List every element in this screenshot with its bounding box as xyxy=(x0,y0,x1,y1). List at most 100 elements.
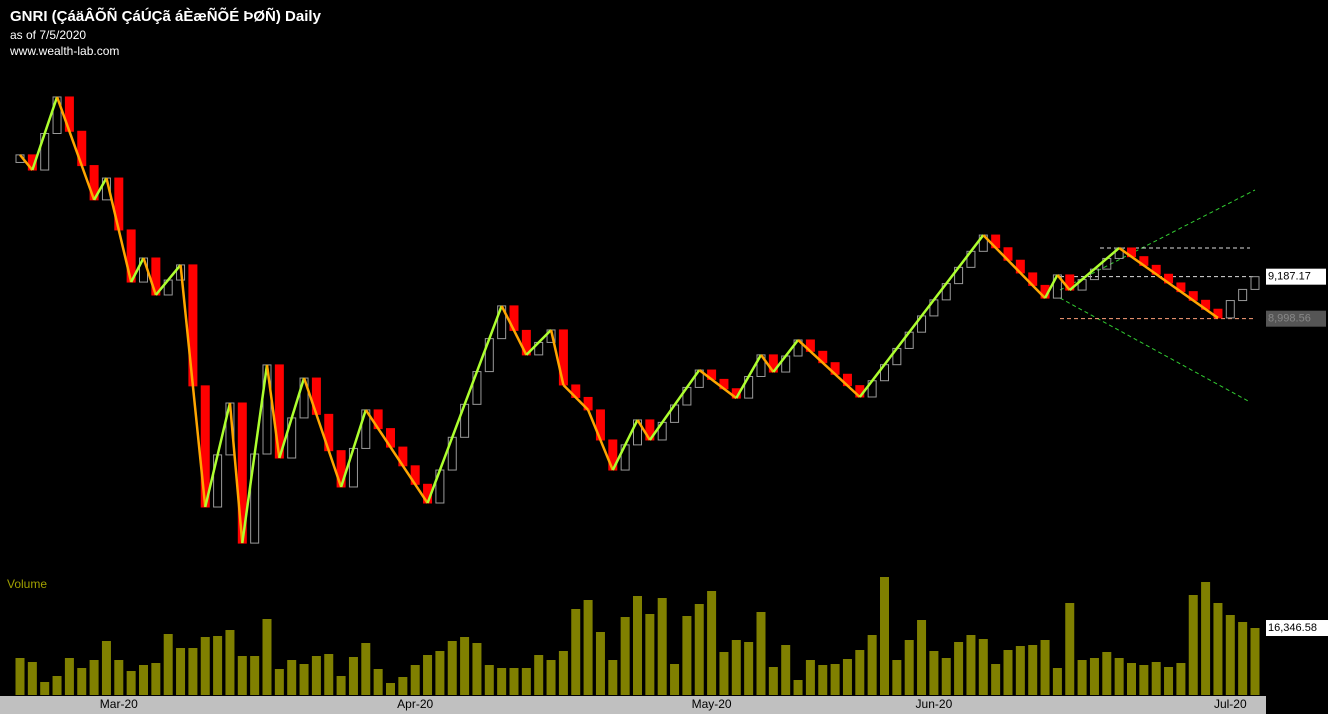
zigzag-segment xyxy=(302,377,343,488)
zigzag-segment xyxy=(735,354,763,399)
volume-bar xyxy=(694,604,704,695)
zigzag-segment xyxy=(797,339,861,398)
volume-bar xyxy=(867,635,877,695)
volume-bar xyxy=(225,630,235,695)
zigzag-segment xyxy=(562,384,589,411)
volume-bar xyxy=(719,652,729,695)
x-axis-strip xyxy=(0,696,1266,714)
volume-bar xyxy=(1238,622,1248,695)
zigzag-segment xyxy=(19,154,34,171)
zigzag-segment xyxy=(204,402,232,508)
volume-bar xyxy=(114,660,124,695)
volume-bar xyxy=(200,637,210,695)
volume-bar xyxy=(744,642,754,695)
candle xyxy=(1238,288,1248,302)
volume-bar xyxy=(892,660,902,695)
volume-bar xyxy=(941,658,951,695)
volume-bar xyxy=(188,648,198,695)
volume-bar xyxy=(1127,663,1136,695)
volume-bar xyxy=(311,656,321,695)
zigzag-segment xyxy=(93,177,108,201)
volume-bar xyxy=(781,645,791,695)
zigzag-segment xyxy=(31,96,59,171)
zigzag-segment xyxy=(982,234,1046,299)
volume-bar xyxy=(139,665,148,695)
volume-bar xyxy=(472,643,482,695)
volume-bar xyxy=(991,664,1001,695)
zigzag-segment xyxy=(636,419,651,441)
zigzag-segment xyxy=(549,329,565,386)
volume-bar xyxy=(373,669,383,695)
zigzag-segment xyxy=(228,402,244,544)
volume-bar xyxy=(176,648,186,695)
zigzag-segment xyxy=(858,234,985,398)
volume-bar xyxy=(1188,595,1198,695)
zigzag-segment xyxy=(1043,274,1059,299)
volume-bar xyxy=(27,662,37,695)
volume-bar xyxy=(904,640,914,695)
volume-bar xyxy=(917,620,927,695)
zigzag-segment xyxy=(1056,274,1071,291)
volume-bar xyxy=(1065,603,1075,695)
volume-bar xyxy=(1015,646,1025,695)
x-tick-label: Jul-20 xyxy=(1214,697,1247,711)
volume-bar xyxy=(484,665,494,695)
volume-bar xyxy=(534,655,544,695)
volume-bar xyxy=(1164,667,1174,695)
volume-bar xyxy=(348,657,358,695)
zigzag-segment xyxy=(525,329,552,356)
zigzag-segment xyxy=(772,339,800,373)
volume-bar xyxy=(546,660,556,695)
trend-line xyxy=(1059,189,1256,291)
source: www.wealth-lab.com xyxy=(9,44,119,58)
zigzag-segment xyxy=(611,419,639,471)
volume-bar xyxy=(151,663,161,695)
volume-bar xyxy=(793,680,803,695)
volume-bar xyxy=(521,668,531,695)
candle xyxy=(1225,300,1235,319)
zigzag-segment xyxy=(500,305,528,356)
volume-bar xyxy=(52,676,62,695)
volume-bar xyxy=(1201,582,1211,695)
volume-bar xyxy=(1102,652,1112,695)
price-label-box xyxy=(1266,268,1326,285)
volume-bar xyxy=(89,660,99,695)
price-label: 8,998.56 xyxy=(1268,313,1311,325)
volume-bar xyxy=(435,651,445,695)
volume-bar xyxy=(1139,665,1149,695)
volume-bar xyxy=(1250,628,1260,695)
volume-bar xyxy=(830,664,840,695)
volume-bar xyxy=(262,619,272,695)
volume-bar xyxy=(1003,650,1013,695)
volume-bar xyxy=(40,682,50,695)
volume-bar xyxy=(1225,615,1235,695)
volume-bar xyxy=(583,600,593,695)
price-label: 9,187.17 xyxy=(1268,271,1311,283)
volume-bar xyxy=(756,612,766,695)
zigzag-segment xyxy=(648,369,701,441)
volume-bar xyxy=(768,667,778,695)
volume-bar xyxy=(15,658,25,695)
volume-bar xyxy=(163,634,173,695)
volume-bar xyxy=(361,643,371,695)
zigzag-segment xyxy=(698,369,738,400)
volume-bar xyxy=(608,660,618,695)
volume-bar xyxy=(324,654,334,695)
volume-value-label: 16,346.58 xyxy=(1268,622,1317,634)
volume-bar xyxy=(287,660,297,695)
volume-bar xyxy=(1028,645,1038,695)
volume-bar xyxy=(1176,663,1186,695)
volume-bar xyxy=(126,671,136,695)
volume-bar xyxy=(423,655,433,695)
trend-line xyxy=(1059,297,1251,403)
volume-bar xyxy=(1151,662,1161,695)
volume-bar xyxy=(929,651,939,695)
x-tick-label: May-20 xyxy=(692,697,732,711)
price-label-box xyxy=(1266,310,1326,327)
volume-bar xyxy=(1077,660,1087,695)
volume-bar xyxy=(707,591,717,695)
zigzag-segment xyxy=(1068,247,1120,292)
